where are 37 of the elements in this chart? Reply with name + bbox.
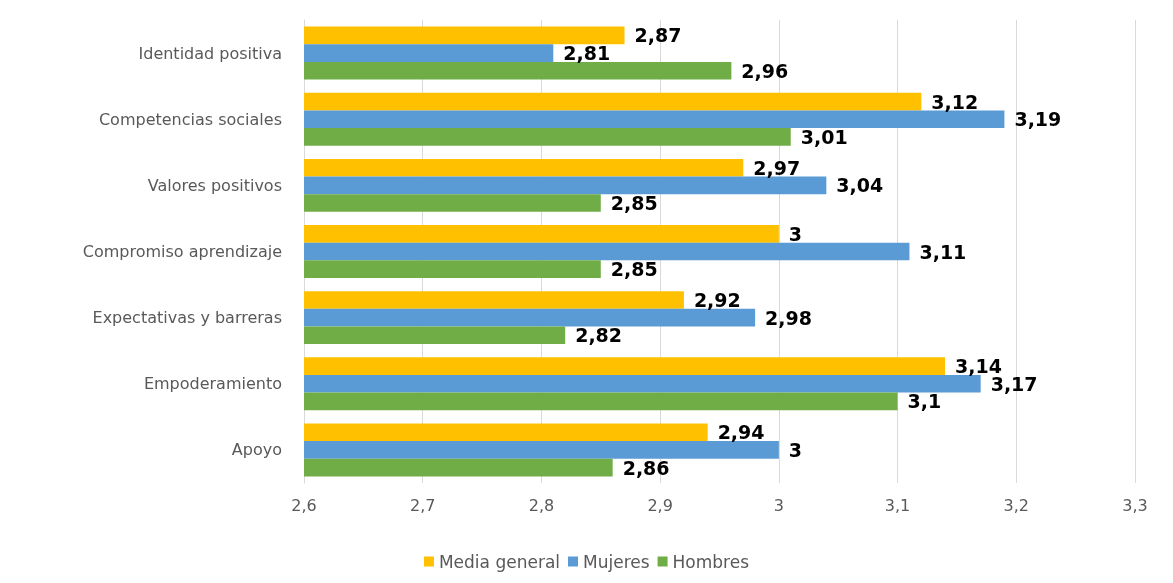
y-tick-label: Identidad positiva — [138, 43, 282, 63]
data-label: 2,86 — [622, 456, 670, 479]
legend-label: Hombres — [672, 551, 750, 572]
x-tick-label: 2,6 — [291, 495, 317, 515]
data-label: 2,94 — [717, 421, 765, 444]
x-tick-label: 3 — [773, 495, 784, 515]
x-tick-label: 2,9 — [647, 495, 673, 515]
data-label: 3 — [788, 438, 803, 461]
legend-label: Media general — [438, 551, 561, 572]
data-label: 3,11 — [919, 240, 967, 263]
x-tick-label: 2,8 — [528, 495, 555, 515]
data-label: 2,97 — [753, 156, 801, 179]
x-tick-label: 3,2 — [1003, 495, 1030, 515]
data-label: 2,92 — [693, 289, 741, 311]
data-label: 2,87 — [634, 24, 682, 47]
data-label: 2,85 — [610, 258, 658, 281]
data-label: 2,81 — [563, 42, 611, 65]
y-tick-label: Empoderamiento — [143, 374, 282, 394]
y-tick-label: Expectativas y barreras — [92, 308, 282, 328]
data-label: 3 — [788, 222, 803, 245]
data-label: 2,85 — [610, 192, 658, 214]
data-label: 2,98 — [765, 306, 812, 329]
data-label: 3,12 — [931, 90, 979, 113]
x-tick-label: 3,1 — [884, 495, 911, 515]
y-tick-label: Apoyo — [231, 440, 282, 460]
data-label: 2,96 — [741, 59, 789, 82]
y-tick-label: Competencias sociales — [98, 109, 282, 129]
data-label: 3,01 — [800, 125, 848, 148]
data-label: 3,19 — [1014, 108, 1062, 131]
y-tick-label: Valores positivos — [147, 175, 282, 195]
legend-label: Mujeres — [583, 551, 650, 572]
data-label: 3,1 — [907, 390, 942, 413]
data-label: 2,82 — [575, 324, 623, 347]
data-label: 3,04 — [836, 174, 884, 197]
x-tick-label: 2,7 — [409, 495, 436, 515]
y-tick-label: Compromiso aprendizaje — [82, 242, 282, 261]
x-tick-label: 3,3 — [1122, 495, 1148, 515]
